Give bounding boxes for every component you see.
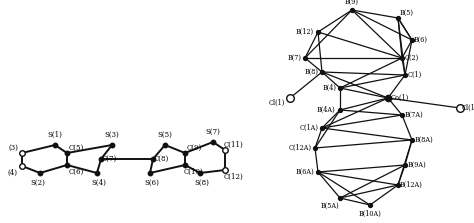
Text: C(1): C(1): [408, 71, 422, 79]
Text: (4): (4): [8, 169, 18, 177]
Text: S(5): S(5): [157, 131, 173, 139]
Text: S(1): S(1): [47, 131, 63, 139]
Text: S(4): S(4): [91, 179, 107, 187]
Text: Cl(1a): Cl(1a): [462, 104, 474, 112]
Text: S(3): S(3): [105, 131, 119, 139]
Text: C(5): C(5): [68, 144, 83, 152]
Text: B(8A): B(8A): [415, 136, 433, 144]
Text: C(6): C(6): [68, 168, 83, 176]
Text: C(12A): C(12A): [289, 144, 311, 152]
Text: C(10): C(10): [184, 168, 204, 176]
Text: B(10A): B(10A): [358, 210, 382, 218]
Text: C(2): C(2): [405, 54, 419, 62]
Text: B(4): B(4): [323, 84, 337, 92]
Text: B(9A): B(9A): [408, 161, 427, 169]
Text: (3): (3): [8, 144, 18, 152]
Text: Cl(1): Cl(1): [269, 99, 285, 107]
Text: Co(1): Co(1): [391, 94, 409, 102]
Text: C(9): C(9): [186, 144, 201, 152]
Text: B(12): B(12): [296, 28, 314, 36]
Text: B(6A): B(6A): [296, 168, 314, 176]
Text: C(11): C(11): [224, 141, 244, 149]
Text: C(12): C(12): [224, 173, 244, 181]
Text: B(5A): B(5A): [320, 202, 339, 210]
Text: B(4A): B(4A): [317, 106, 336, 114]
Text: B(7A): B(7A): [405, 111, 423, 119]
Text: B(5): B(5): [400, 9, 414, 17]
Text: C(1A): C(1A): [300, 124, 319, 132]
Text: B(6): B(6): [414, 36, 428, 44]
Text: S(2): S(2): [30, 179, 46, 187]
Text: S(6): S(6): [145, 179, 159, 187]
Text: C(8): C(8): [154, 155, 169, 163]
Text: C(7): C(7): [101, 155, 117, 163]
Text: B(8): B(8): [305, 68, 319, 76]
Text: S(7): S(7): [206, 128, 220, 136]
Text: B(7): B(7): [288, 54, 302, 62]
Text: B(12A): B(12A): [400, 181, 422, 189]
Text: B(9): B(9): [345, 0, 359, 6]
Text: S(8): S(8): [194, 179, 210, 187]
